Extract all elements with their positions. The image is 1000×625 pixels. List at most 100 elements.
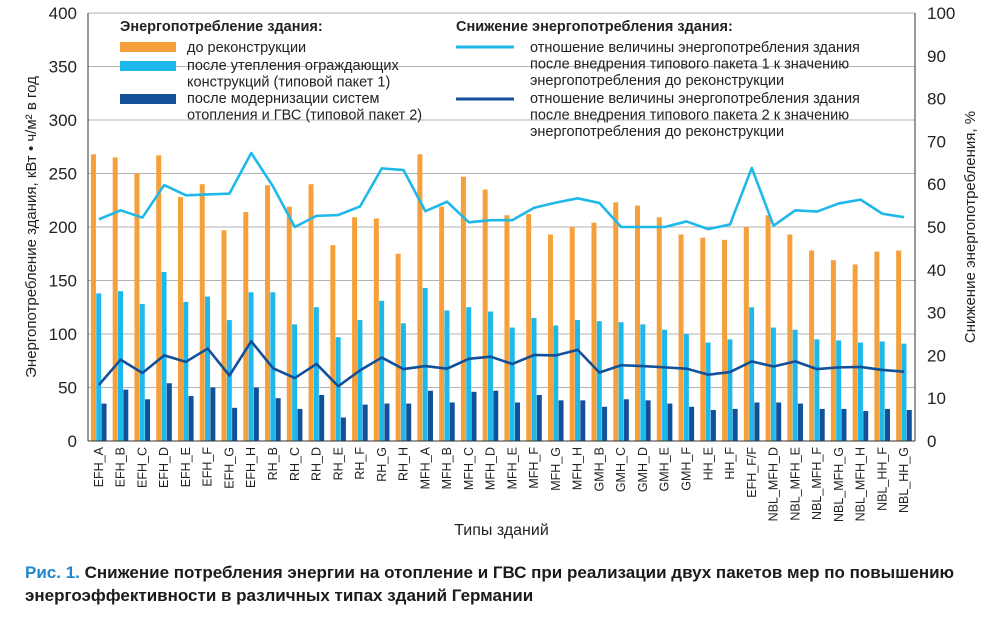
x-tick-label: EFH_A [92, 446, 106, 487]
x-tick-label: MFH_B [440, 447, 454, 489]
y-tick-label: 250 [49, 165, 77, 184]
combo-chart: 0 50 100 150 200 250 300 350 400 0 10 20 30 40 50 60 70 8… [23, 4, 979, 539]
bar [319, 394, 325, 441]
x-tick-label: GMH_E [658, 447, 672, 491]
bar [313, 307, 319, 441]
y2-tick-label: 20 [927, 346, 946, 365]
series-line [97, 339, 905, 388]
bar [836, 340, 842, 441]
x-tick-label: EFH_C [135, 447, 149, 488]
bar [395, 253, 401, 441]
bar [330, 245, 336, 441]
bar [384, 403, 390, 441]
y2-tick-label: 80 [927, 90, 946, 109]
bar [117, 291, 123, 441]
bar [253, 387, 259, 441]
x-tick-label: EFH_F/F [745, 447, 759, 498]
bar [618, 322, 624, 441]
bar [526, 214, 532, 441]
legend-label: после утепления ограждающих конструкций (… [187, 58, 399, 91]
y-tick-label: 350 [49, 58, 77, 77]
bar [199, 184, 205, 441]
y2-tick-label: 100 [927, 4, 955, 23]
bar [602, 406, 608, 441]
legend-label: после модернизации систем отопления и ГВС… [187, 91, 422, 124]
bar [352, 217, 358, 441]
bar [487, 311, 493, 441]
bar [569, 227, 575, 441]
x-tick-label: HH_E [701, 447, 715, 480]
x-tick-label: RH_H [397, 447, 411, 481]
x-tick-label: GMH_B [592, 447, 606, 491]
legend-label: отношение величины энергопотребления зда… [530, 91, 860, 140]
legend: Энергопотребление здания: Снижение энерго… [120, 19, 860, 140]
bar [656, 217, 662, 441]
caption-label: Рис. 1. [25, 563, 80, 582]
bar [596, 321, 602, 441]
bar [575, 320, 581, 441]
x-tick-label: NBL_HH_F [875, 447, 889, 511]
bar [286, 206, 292, 441]
bar [814, 339, 820, 441]
bars [90, 154, 912, 442]
y-tick-label: 100 [49, 325, 77, 344]
bar [493, 390, 499, 441]
x-tick-label: RH_D [310, 447, 324, 481]
y2-tick-label: 70 [927, 132, 946, 151]
bar [830, 260, 836, 441]
ratio-lines [97, 151, 905, 388]
x-tick-label: NBL_MFH_G [832, 447, 846, 522]
bar [613, 202, 619, 441]
x-tick-label: RH_B [266, 447, 280, 480]
x-tick-label: NBL_MFH_E [788, 447, 802, 521]
bar [335, 337, 341, 441]
x-tick-label: NBL_MFH_F [810, 447, 824, 520]
legend-title-right: Снижение энергопотребления здания: [456, 19, 733, 35]
x-tick-label: MFH_F [527, 447, 541, 489]
y-tick-label: 0 [68, 432, 77, 451]
bar [863, 411, 869, 441]
bar [553, 325, 559, 441]
bar [531, 317, 537, 441]
bar [509, 327, 515, 441]
bar [379, 300, 385, 441]
bar [852, 264, 858, 441]
y-axis-title: Энергопотребление здания, кВт • ч/м² в г… [23, 76, 40, 378]
bar [770, 327, 776, 441]
bar [183, 301, 189, 441]
y2-tick-label: 50 [927, 218, 946, 237]
x-tick-label: NBL_HH_G [897, 447, 911, 513]
bar [357, 320, 363, 441]
x-tick-label: RH_C [288, 447, 302, 481]
bar [776, 402, 782, 441]
bar [422, 287, 428, 441]
legend-swatch [120, 94, 176, 104]
figure-caption: Рис. 1. Снижение потребления энергии на … [25, 561, 985, 607]
bar [340, 417, 346, 441]
series-line [98, 151, 905, 231]
y2-tick-label: 60 [927, 175, 946, 194]
legend-title-left: Энергопотребление здания: [120, 19, 323, 35]
bar [896, 250, 902, 441]
bar [248, 292, 254, 441]
bar [678, 234, 684, 441]
y2-tick-label: 90 [927, 47, 946, 66]
x-tick-label: MFH_A [418, 446, 432, 489]
legend-swatch [120, 42, 176, 52]
y2-tick-label: 10 [927, 389, 946, 408]
y-tick-label: 150 [49, 272, 77, 291]
bar [221, 230, 227, 441]
bar [96, 293, 102, 441]
bar [792, 329, 798, 441]
bar [112, 157, 118, 441]
x-tick-label: RH_G [375, 447, 389, 482]
bar [308, 184, 314, 441]
x-tick-label: EFH_G [222, 447, 236, 489]
bar [297, 408, 303, 441]
legend-label: до реконструкции [187, 40, 306, 56]
y-tick-label: 300 [49, 111, 77, 130]
bar [427, 390, 433, 441]
legend-swatch [120, 61, 176, 71]
bar [449, 402, 455, 441]
